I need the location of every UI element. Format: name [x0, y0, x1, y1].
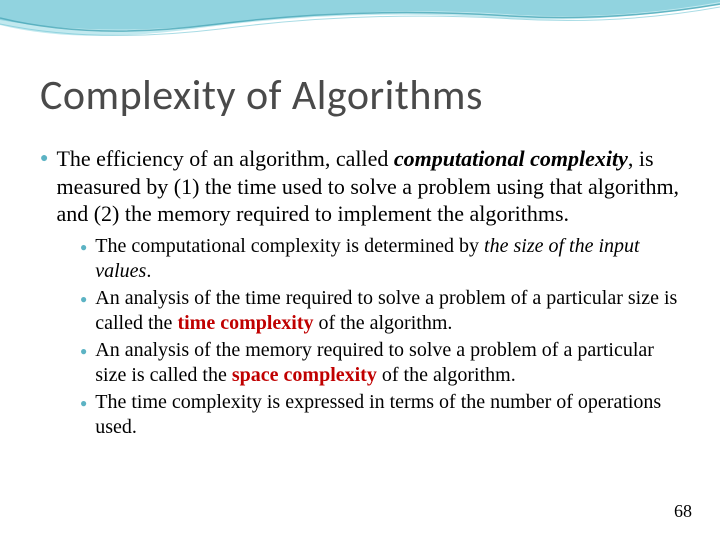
- sub-bullet-text: An analysis of the time required to solv…: [95, 286, 680, 336]
- sub-bullet-item: ● The time complexity is expressed in te…: [80, 390, 680, 440]
- page-number: 68: [674, 501, 692, 522]
- slide-content: Complexity of Algorithms ● The efficienc…: [0, 0, 720, 440]
- bullet-icon: ●: [40, 151, 48, 167]
- emphasis-time-complexity: time complexity: [177, 312, 313, 334]
- emphasis-computational-complexity: computational complexity: [394, 146, 628, 171]
- text-segment: The computational complexity is determin…: [95, 235, 484, 257]
- bullet-icon: ●: [80, 292, 87, 307]
- sub-bullet-item: ● An analysis of the time required to so…: [80, 286, 680, 336]
- sub-bullet-item: ● An analysis of the memory required to …: [80, 338, 680, 388]
- text-segment: of the algorithm.: [377, 364, 516, 386]
- sub-bullet-text: The computational complexity is determin…: [95, 234, 680, 284]
- main-bullet: ● The efficiency of an algorithm, called…: [40, 145, 680, 228]
- emphasis-space-complexity: space complexity: [232, 364, 377, 386]
- page-title: Complexity of Algorithms: [40, 70, 680, 121]
- sub-bullet-text: The time complexity is expressed in term…: [95, 390, 680, 440]
- text-segment: The efficiency of an algorithm, called: [56, 146, 393, 171]
- text-segment: of the algorithm.: [314, 312, 453, 334]
- sub-bullet-item: ● The computational complexity is determ…: [80, 234, 680, 284]
- bullet-icon: ●: [80, 344, 87, 359]
- text-segment: .: [146, 260, 151, 282]
- bullet-icon: ●: [80, 240, 87, 255]
- main-bullet-text: The efficiency of an algorithm, called c…: [56, 145, 680, 228]
- text-segment: The time complexity is expressed in term…: [95, 391, 661, 438]
- sub-bullet-list: ● The computational complexity is determ…: [80, 234, 680, 440]
- sub-bullet-text: An analysis of the memory required to so…: [95, 338, 680, 388]
- bullet-icon: ●: [80, 396, 87, 411]
